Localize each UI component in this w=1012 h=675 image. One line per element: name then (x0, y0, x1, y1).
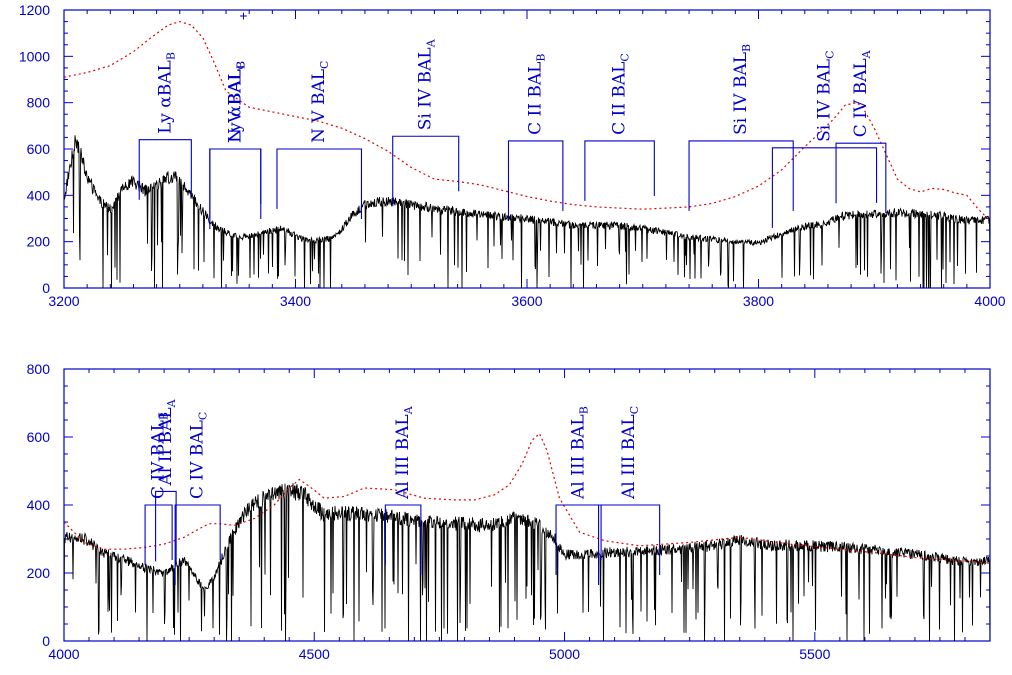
bal-label-text: Al III BAL (619, 414, 639, 500)
y-tick-label: 200 (27, 565, 51, 581)
bal-bracket (209, 148, 262, 229)
bal-bracket (598, 504, 661, 585)
bal-bracket (507, 140, 564, 221)
y-tick-label: 200 (27, 234, 51, 250)
bal-label-text: C II BAL (610, 62, 630, 135)
bal-label-subscript: B (158, 412, 171, 420)
plot-area (64, 20, 990, 288)
bal-label: Si IV BALB (731, 44, 753, 135)
x-tick-label: 4500 (299, 646, 330, 662)
y-tick-label: 600 (27, 141, 51, 157)
bal-label: N V BALC (309, 61, 331, 143)
bal-bracket (209, 148, 262, 219)
bal-label-text: Ly αBAL (225, 69, 245, 143)
x-tick-label: 5000 (549, 646, 580, 662)
bal-bracket (276, 148, 363, 219)
x-tick-label: 3200 (48, 293, 79, 309)
bal-label-text: Al II BAL (156, 407, 176, 486)
bal-bracket (771, 147, 878, 228)
bal-label-text: Ly αBAL (155, 60, 175, 134)
x-tick-label: 3800 (743, 293, 774, 309)
bal-label-subscript: B (234, 61, 247, 69)
bal-label: Al II BALA (156, 398, 178, 486)
bal-bracket (155, 490, 177, 562)
bal-label: C IV BALA (851, 49, 873, 137)
bal-label: C II BALC (610, 53, 632, 135)
bal-label: Ly αBALC (225, 61, 247, 143)
bal-bracket (392, 135, 460, 207)
x-tick-label: 4000 (974, 293, 1005, 309)
bal-bracket (688, 140, 794, 211)
y-tick-label: 0 (42, 633, 50, 649)
x-tick-label: 3400 (280, 293, 311, 309)
bal-label: N V BALB (225, 61, 247, 143)
y-tick-label: 600 (27, 429, 51, 445)
bal-bracket (174, 504, 221, 585)
bal-label: Al III BALA (393, 405, 415, 500)
model-continuum-line (64, 432, 990, 564)
y-tick-label: 1000 (19, 48, 50, 64)
bal-label-subscript: A (425, 38, 438, 48)
bal-label-subscript: B (535, 53, 548, 61)
bal-label-subscript: A (165, 398, 178, 408)
bal-label-subscript: C (234, 61, 247, 69)
bal-label-subscript: A (860, 49, 873, 59)
plot-area (64, 432, 990, 641)
observed-spectrum-line (64, 483, 990, 641)
y-tick-label: 800 (27, 95, 51, 111)
bal-label: C IV BALB (149, 412, 171, 499)
plus-marker: + (239, 8, 247, 24)
bal-bracket (555, 504, 602, 575)
bal-bracket (835, 142, 887, 214)
y-tick-label: 800 (27, 361, 51, 377)
x-tick-label: 5500 (799, 646, 830, 662)
bal-label-text: C IV BAL (149, 420, 169, 499)
plot-frame (63, 9, 991, 289)
bal-label: Al III BALB (569, 406, 591, 500)
observed-spectrum-line (64, 135, 990, 288)
bal-label-text: N V BAL (309, 69, 329, 143)
bal-label-text: C IV BAL (188, 420, 208, 499)
top-spectrum-panel: 3200 3400 3600 3800 4000 0 200 400 600 800 1000 120… (19, 2, 1006, 309)
bal-label: Si IV BALC (814, 50, 836, 141)
bal-label-text: Si IV BAL (814, 59, 834, 142)
bal-label-subscript: C (197, 412, 210, 420)
y-tick-label: 400 (27, 187, 51, 203)
y-tick-label: 400 (27, 497, 51, 513)
bal-label-subscript: B (578, 406, 591, 414)
bal-label: C II BALB (526, 53, 548, 134)
bal-label-text: Si IV BAL (731, 52, 751, 135)
model-continuum-line (64, 20, 990, 222)
bal-label-subscript: C (619, 53, 632, 61)
bal-label-subscript: B (740, 44, 753, 52)
bal-label-text: C II BAL (526, 62, 546, 135)
bal-label-text: Al III BAL (569, 414, 589, 500)
bal-label-text: Al III BAL (393, 414, 413, 500)
bal-label-subscript: C (628, 406, 641, 414)
x-tick-label: 3600 (511, 293, 542, 309)
bal-label-text: Si IV BAL (416, 47, 436, 130)
bal-bracket (384, 504, 422, 575)
bal-label-text: N V BAL (225, 69, 245, 143)
y-tick-label: 1200 (19, 2, 50, 18)
y-tick-label: 0 (42, 280, 50, 296)
bal-bracket (144, 504, 173, 565)
x-tick-label: 4000 (48, 646, 79, 662)
bal-bracket (138, 139, 192, 200)
bal-label: Al III BALC (619, 406, 641, 500)
bal-label: Si IV BALA (416, 38, 438, 130)
bal-label-subscript: B (164, 52, 177, 60)
bal-label-subscript: A (402, 405, 415, 415)
bal-bracket (584, 140, 655, 201)
bal-label-subscript: C (823, 50, 836, 58)
bal-label-text: C IV BAL (851, 58, 871, 137)
bal-label: C IV BALC (188, 412, 210, 499)
bal-label-subscript: C (318, 61, 331, 69)
bal-label: Ly αBALB (155, 52, 177, 134)
